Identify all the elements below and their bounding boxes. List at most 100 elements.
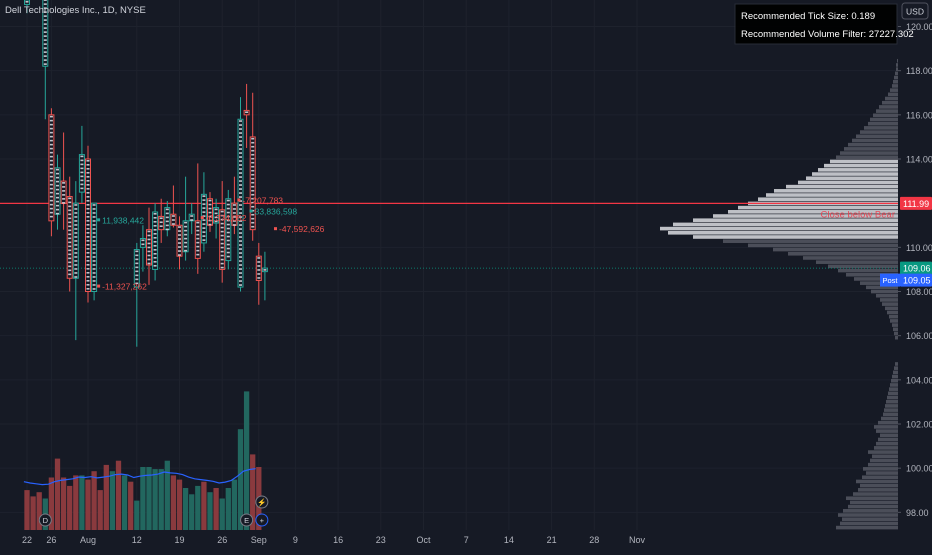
footprint-cell	[49, 187, 53, 190]
volume-bar	[170, 475, 177, 530]
footprint-cell	[62, 198, 66, 200]
time-tick-label: Sep	[251, 535, 267, 545]
footprint-cell	[202, 203, 206, 205]
volume-profile-bin	[798, 180, 898, 185]
delta-label: -47,592,626	[279, 224, 325, 234]
footprint-cell	[74, 252, 78, 254]
footprint-cell	[202, 195, 206, 197]
footprint-cell	[49, 155, 53, 158]
footprint-cell	[239, 280, 242, 282]
footprint-cell	[49, 163, 53, 166]
volume-profile-bin	[888, 92, 898, 97]
footprint-cell	[86, 276, 90, 278]
event-markers[interactable]: D E ⚡ +	[38, 495, 269, 527]
footprint-cell	[68, 197, 72, 200]
footprint-cell	[208, 207, 212, 210]
delta-marker	[249, 209, 253, 213]
footprint-cell	[226, 255, 230, 258]
footprint-cell	[214, 212, 218, 215]
earnings-icon[interactable]: E	[240, 513, 254, 527]
plus-icon[interactable]: +	[255, 513, 269, 527]
footprint-cell	[147, 250, 151, 253]
footprint-cell	[153, 249, 157, 251]
footprint-cell	[135, 266, 139, 269]
volume-profile-bin	[892, 323, 898, 327]
footprint-cell	[239, 188, 242, 190]
footprint-cell	[74, 204, 78, 206]
footprint-cell	[251, 197, 255, 200]
volume-profile-bin	[758, 197, 898, 202]
footprint-cell	[86, 208, 90, 210]
footprint-cell	[68, 217, 72, 220]
volume-bar	[91, 471, 97, 530]
volume-bar	[176, 479, 183, 530]
time-tick-label: 12	[132, 535, 142, 545]
candle-body	[158, 215, 165, 231]
footprint-cell	[245, 111, 249, 114]
volume-profile-bin	[876, 109, 898, 113]
footprint-cell	[251, 149, 255, 152]
footprint-cell	[202, 199, 206, 201]
footprint-cell	[251, 193, 255, 196]
footprint-cell	[239, 284, 242, 286]
footprint-cell	[232, 208, 236, 210]
volume-bar	[213, 488, 219, 530]
time-axis[interactable]	[0, 530, 932, 550]
footprint-cell	[68, 241, 72, 244]
dividend-icon[interactable]: D	[38, 513, 52, 527]
footprint-cell	[153, 217, 157, 219]
footprint-cell	[43, 31, 47, 33]
footprint-cell	[80, 171, 84, 174]
volume-bar	[79, 475, 85, 530]
candle-body	[164, 207, 171, 231]
footprint-cell	[239, 220, 242, 222]
volume-profile-bin	[885, 96, 898, 101]
price-label-box	[900, 261, 932, 275]
symbol-title: Dell Technologies Inc., 1D, NYSE	[5, 5, 146, 16]
footprint-cell	[184, 245, 188, 248]
footprint-cell	[239, 120, 242, 122]
footprint-cell	[68, 273, 72, 276]
footprint-cell	[49, 127, 53, 130]
volume-profile-bin	[773, 247, 898, 252]
lightning-icon[interactable]: ⚡	[255, 495, 269, 509]
resistance-line-label: Close below Bear	[821, 209, 895, 220]
footprint-cell	[184, 237, 188, 240]
footprint-cell	[86, 200, 90, 202]
volume-profile-bin	[830, 159, 898, 164]
footprint-cell	[232, 224, 236, 226]
volume-profile-bin	[893, 327, 898, 332]
currency-button[interactable]: USD	[901, 2, 929, 20]
footprint-cell	[159, 217, 163, 220]
volume-profile-bin	[882, 302, 898, 306]
footprint-cell	[141, 243, 145, 246]
footprint-cell	[74, 212, 78, 214]
footprint-cell	[92, 248, 96, 250]
footprint-cell	[80, 167, 84, 170]
footprint-cell	[239, 180, 242, 182]
footprint-cell	[190, 215, 194, 217]
footprint-cell	[49, 115, 53, 118]
candle-body	[176, 224, 183, 257]
footprint-cell	[239, 136, 242, 138]
footprint-cell	[220, 258, 224, 261]
footprint-cell	[92, 256, 96, 258]
footprint-cell	[74, 244, 78, 246]
footprint-cell	[92, 220, 96, 222]
footprint-cell	[153, 241, 157, 243]
delta-marker	[97, 218, 101, 222]
volume-bar	[73, 475, 79, 530]
volume-profile-bin	[883, 412, 898, 417]
footprint-cell	[43, 19, 47, 21]
volume-profile-bin	[818, 168, 898, 172]
volume-profile-bin	[723, 239, 898, 243]
footprint-cell	[226, 211, 230, 214]
footprint-cell	[239, 224, 242, 226]
candle-body	[54, 167, 61, 215]
volume-profile-bin	[854, 277, 898, 281]
time-tick-label: 14	[504, 535, 514, 545]
footprint-cell	[239, 124, 242, 126]
time-tick-label: 26	[46, 535, 56, 545]
